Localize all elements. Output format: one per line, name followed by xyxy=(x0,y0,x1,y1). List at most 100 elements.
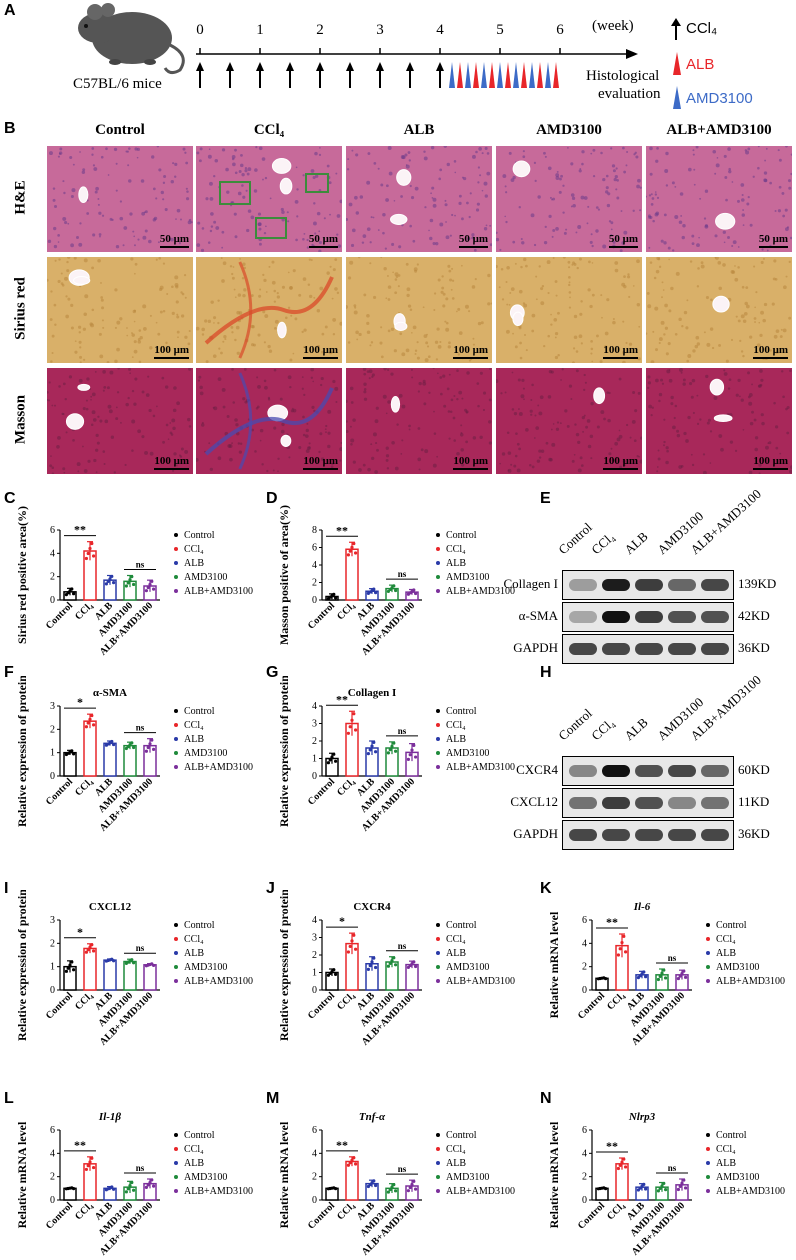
legend-marker xyxy=(174,709,178,713)
data-point xyxy=(152,587,156,591)
x-tick-label: Control xyxy=(576,990,607,1021)
alb-dose-marker xyxy=(489,62,495,88)
y-tick-label: 4 xyxy=(582,938,587,949)
y-tick-label: 2 xyxy=(582,1172,587,1183)
legend-marker xyxy=(174,1147,178,1151)
data-point xyxy=(70,749,74,753)
scale-bar-label: 100 μm xyxy=(154,344,189,356)
y-axis-label: Masson positive of area(%) xyxy=(277,505,291,645)
legend-marker xyxy=(436,575,440,579)
mouse-illustration xyxy=(78,3,185,75)
data-point xyxy=(90,541,94,546)
y-tick-label: 3 xyxy=(50,701,55,712)
data-point xyxy=(150,738,154,742)
scale-bar-line xyxy=(603,468,638,470)
data-point xyxy=(394,749,398,753)
data-point xyxy=(66,966,70,970)
legend-marker xyxy=(174,751,178,755)
data-point xyxy=(332,592,336,596)
panel-label-e: E xyxy=(540,490,551,507)
data-point xyxy=(354,1162,358,1166)
data-point xyxy=(72,592,76,596)
legend-marker xyxy=(436,937,440,941)
x-tick-label: CCl₄ xyxy=(73,600,95,622)
protein-band xyxy=(701,579,729,591)
data-point xyxy=(624,1165,628,1169)
data-point xyxy=(394,1189,398,1193)
chart-title: Nlrp3 xyxy=(628,1111,656,1123)
row-label-1: Sirius red xyxy=(12,277,29,340)
legend-label: CCl₄ xyxy=(446,720,466,731)
protein-band xyxy=(635,765,663,777)
data-point xyxy=(68,963,72,967)
x-tick-label: Control xyxy=(576,1200,607,1231)
data-point xyxy=(684,1186,688,1190)
data-point xyxy=(642,970,646,974)
histology-image-2-1: 100 μm xyxy=(196,368,342,474)
legend-label: AMD3100 xyxy=(184,1172,227,1183)
legend-marker xyxy=(174,979,178,983)
legend-label: Control xyxy=(184,920,215,931)
y-tick-label: 6 xyxy=(312,543,317,554)
bar-1 xyxy=(83,720,97,777)
data-point xyxy=(354,947,358,951)
data-point xyxy=(372,1179,376,1183)
blot-strip-1 xyxy=(562,788,734,818)
protein-band xyxy=(569,579,597,591)
data-point xyxy=(346,1163,350,1167)
band-size-0: 139KD xyxy=(738,576,777,591)
data-point xyxy=(144,749,148,753)
ccl4-arrow-icon xyxy=(671,18,681,40)
data-point xyxy=(412,588,416,592)
scale-bar-label: 50 μm xyxy=(608,233,638,245)
legend-marker xyxy=(174,1189,178,1193)
data-point xyxy=(126,1187,130,1191)
data-point xyxy=(146,745,150,750)
scale-bar-line xyxy=(159,246,189,248)
scale-bar-label: 50 μm xyxy=(308,233,338,245)
data-point xyxy=(662,968,666,972)
data-point xyxy=(374,591,378,595)
data-point xyxy=(84,725,88,729)
group-header-2: ALB xyxy=(403,122,435,138)
chart-title: α-SMA xyxy=(93,687,127,699)
significance-label: ns xyxy=(398,569,407,579)
x-tick-label: CCl₄ xyxy=(73,1200,95,1222)
row-label-2: Masson xyxy=(12,394,29,445)
x-tick-label: Control xyxy=(306,776,337,807)
legend-label: AMD3100 xyxy=(446,572,489,583)
panel-label-i: I xyxy=(4,880,9,897)
data-point xyxy=(334,972,338,976)
x-tick-label: CCl₄ xyxy=(335,1200,357,1222)
histology-image-2-3: 100 μm xyxy=(496,368,642,474)
panel-label-d: D xyxy=(266,490,278,507)
data-point xyxy=(408,1185,412,1190)
data-point xyxy=(130,741,134,745)
chart-title: Collagen I xyxy=(348,687,397,699)
data-point xyxy=(680,1181,684,1185)
legend-marker xyxy=(706,1175,710,1179)
legend-label: ALB xyxy=(446,734,466,745)
legend-label: ALB+AMD3100 xyxy=(184,1186,253,1197)
scale-bar-line xyxy=(753,357,788,359)
data-point xyxy=(604,977,608,981)
data-point xyxy=(684,975,688,979)
legend-label: CCl₄ xyxy=(446,1144,466,1155)
chart-G: Relative expression of protein Collagen I… xyxy=(277,676,515,834)
y-tick-label: 6 xyxy=(50,525,55,536)
alb-dose-marker xyxy=(537,62,543,88)
data-point xyxy=(682,969,686,973)
scale-bar: 100 μm xyxy=(603,455,638,470)
group-header-0: Control xyxy=(95,122,145,138)
scale-bar-line xyxy=(303,468,338,470)
row-label-0: H&E xyxy=(12,180,29,215)
histology-image-1-4: 100 μm xyxy=(646,257,792,363)
legend-marker xyxy=(436,533,440,537)
data-point xyxy=(656,1189,660,1193)
data-point xyxy=(656,977,660,982)
y-tick-label: 2 xyxy=(312,578,317,589)
y-tick-label: 2 xyxy=(312,1172,317,1183)
band-size-0: 60KD xyxy=(738,762,770,777)
protein-band xyxy=(602,765,630,777)
data-point xyxy=(130,1180,134,1185)
